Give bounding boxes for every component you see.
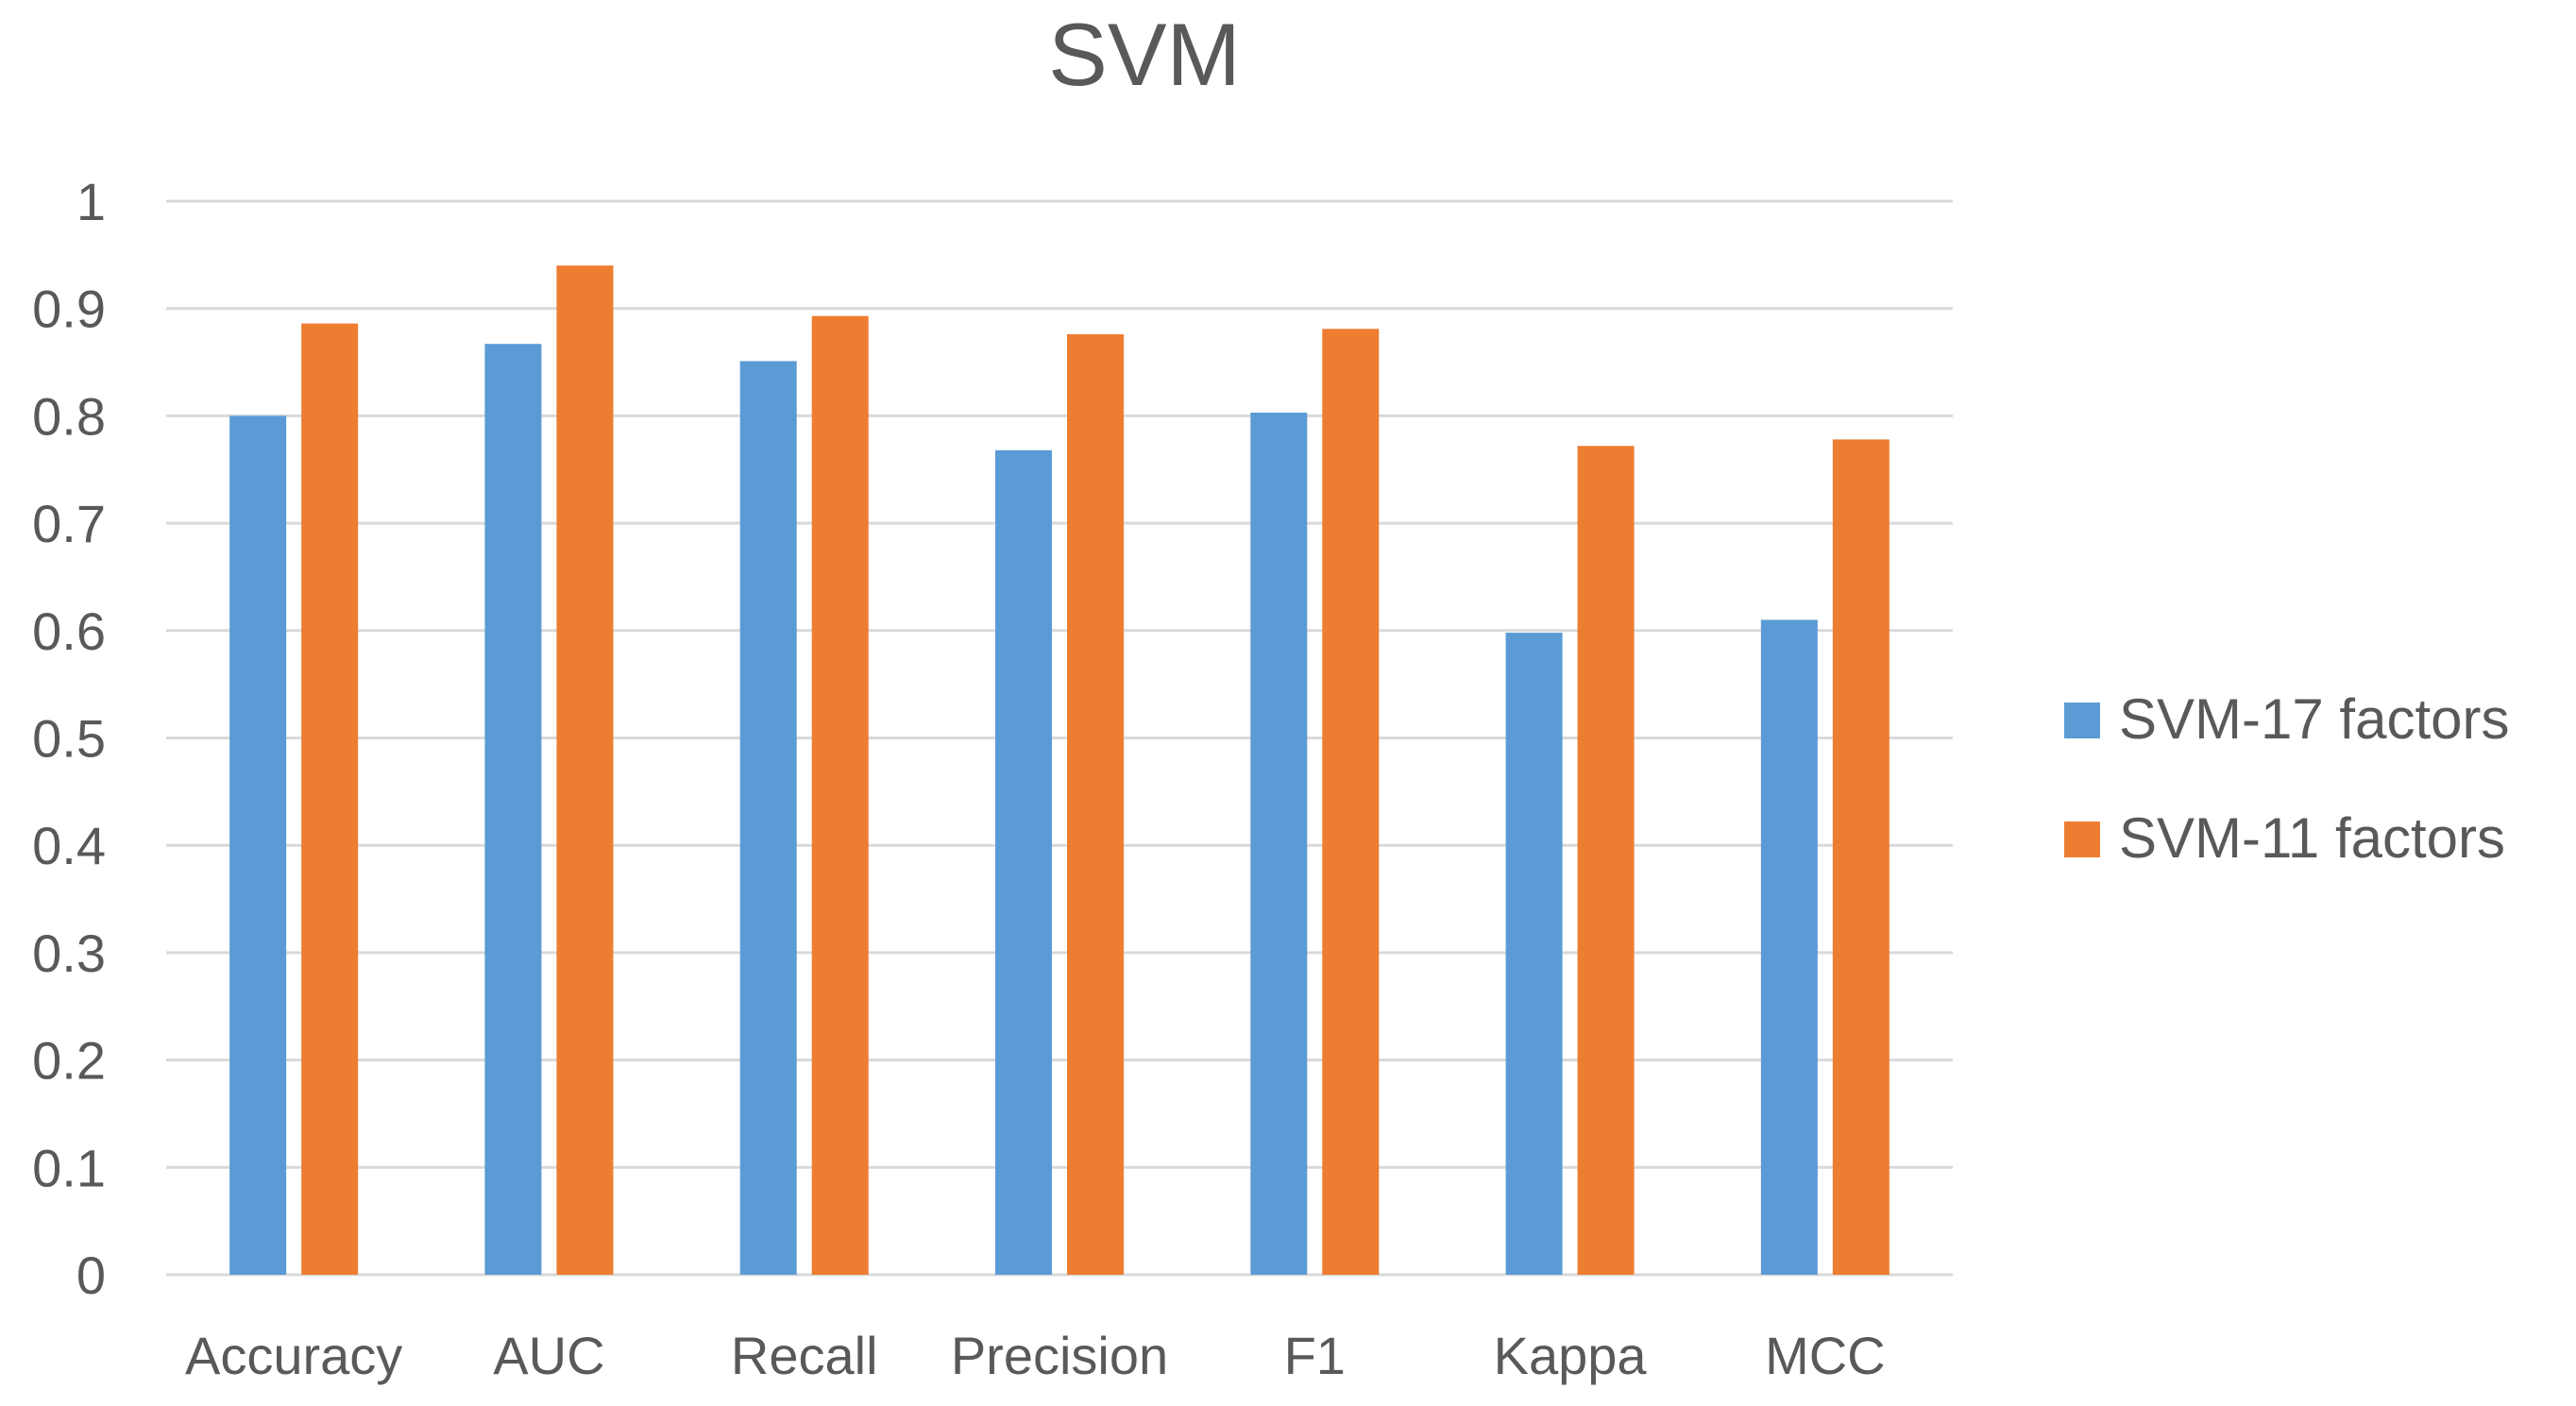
y-tick-label: 0.9 (32, 280, 106, 339)
bar-svm11-mcc (1832, 439, 1890, 1275)
bar-svm11-f1 (1322, 329, 1380, 1276)
bar-svm17-precision (995, 449, 1052, 1275)
x-tick-label: MCC (1765, 1326, 1886, 1385)
y-tick-label: 0 (76, 1245, 106, 1305)
bar-svm11-recall (811, 315, 869, 1275)
y-tick-label: 0.2 (32, 1031, 106, 1091)
y-tick-label: 0.4 (32, 816, 106, 875)
y-tick-label: 0.7 (32, 494, 106, 553)
x-axis-ticks: Accuracy AUC Recall Precision F1 Kappa MCC (185, 1326, 1886, 1385)
y-tick-label: 1 (76, 172, 106, 231)
x-tick-label: Precision (951, 1326, 1168, 1385)
legend: SVM-17 factors SVM-11 factors (2064, 687, 2509, 870)
x-tick-label: Kappa (1494, 1326, 1648, 1385)
bar-svm11-auc (556, 265, 614, 1276)
x-tick-label: Accuracy (185, 1326, 402, 1385)
y-axis-ticks: 0 0.1 0.2 0.3 0.4 0.5 0.6 0.7 0.8 0.9 1 (32, 172, 106, 1305)
chart-title: SVM (1048, 5, 1241, 104)
bar-svm17-auc (484, 344, 542, 1275)
x-tick-label: AUC (493, 1326, 604, 1385)
x-tick-label: F1 (1284, 1326, 1346, 1385)
legend-swatch (2064, 822, 2100, 857)
bar-svm11-accuracy (301, 323, 359, 1275)
legend-label: SVM-17 factors (2119, 687, 2509, 751)
y-tick-label: 0.5 (32, 709, 106, 769)
bar-svm11-kappa (1577, 446, 1635, 1276)
y-tick-label: 0.8 (32, 386, 106, 446)
gridlines (166, 199, 1953, 1277)
x-tick-label: Recall (731, 1326, 878, 1385)
y-tick-label: 0.6 (32, 601, 106, 661)
bar-svm17-f1 (1250, 412, 1308, 1275)
bar-svm11-precision (1067, 333, 1124, 1275)
bar-svm17-accuracy (229, 415, 287, 1275)
bar-svm17-mcc (1760, 619, 1818, 1275)
y-tick-label: 0.1 (32, 1138, 106, 1197)
bars (229, 265, 1890, 1276)
legend-swatch (2064, 703, 2100, 738)
legend-label: SVM-11 factors (2119, 806, 2505, 870)
bar-svm17-kappa (1505, 633, 1563, 1275)
y-tick-label: 0.3 (32, 923, 106, 983)
bar-svm17-recall (739, 361, 797, 1276)
